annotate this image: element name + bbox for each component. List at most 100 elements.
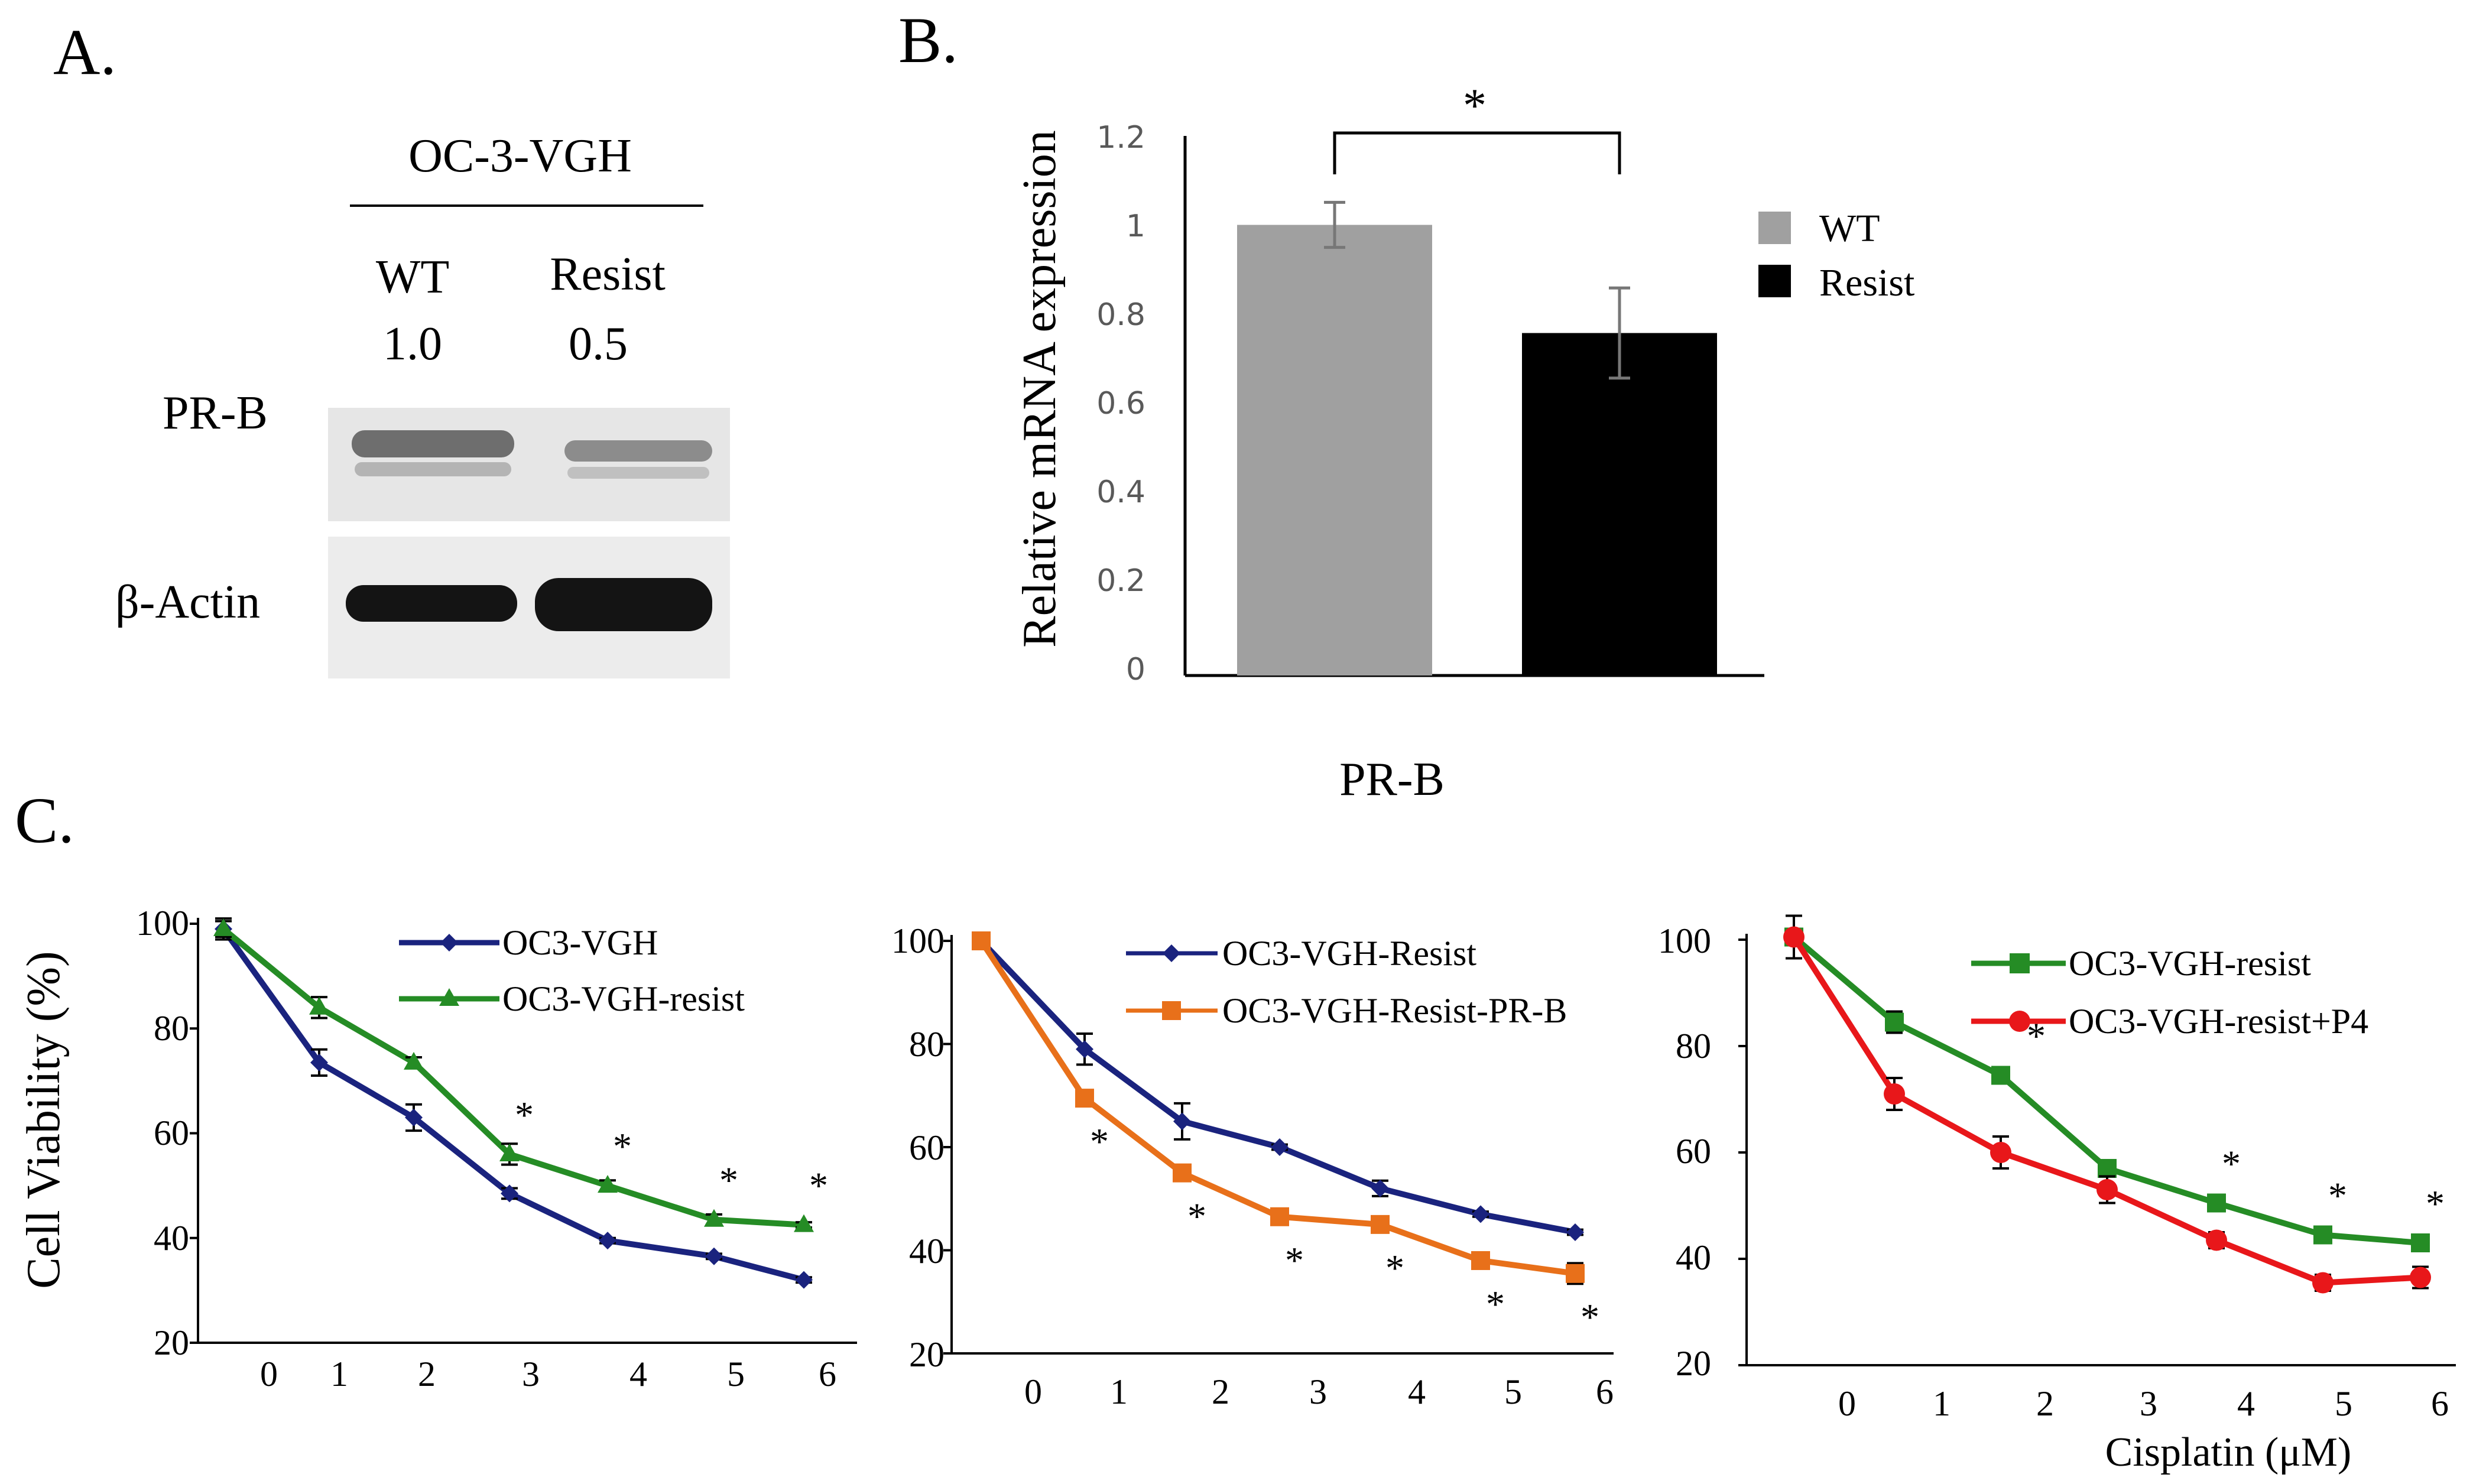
blot-header: OC-3-VGH [408, 130, 632, 182]
point-diamond [1472, 1205, 1489, 1223]
c1-ytick: 80 [154, 1009, 189, 1048]
point-square [1270, 1207, 1289, 1226]
c2-ytick-labels: 20 40 60 80 100 [891, 921, 945, 1374]
c1-xtick: 1 [330, 1355, 348, 1394]
legend-label-oc3-vgh-resist-prb: OC3-VGH-Resist-PR-B [1222, 991, 1567, 1030]
legend-label-oc3-vgh: OC3-VGH [502, 923, 658, 962]
c2-ytick: 80 [909, 1025, 945, 1064]
point-diamond [705, 1247, 723, 1265]
point-triangle [598, 1175, 618, 1193]
line-chart-c1: Cell Viability (%) 20 40 60 80 100 0 1 2… [18, 904, 836, 1394]
point-triangle [704, 1209, 724, 1227]
point-square [2098, 1159, 2117, 1178]
point-square [1885, 1012, 1904, 1032]
significance-star: * [613, 1125, 632, 1167]
significance-star: * [2328, 1175, 2347, 1217]
c1-xtick: 6 [819, 1355, 836, 1394]
bar-b-ytick-labels: 0 0.2 0.4 0.6 0.8 1 1.2 [1096, 120, 1145, 687]
band-actin-wt [346, 585, 517, 622]
point-circle [2096, 1179, 2118, 1200]
c2-xtick: 4 [1408, 1372, 1426, 1411]
row-label-actin: β-Actin [115, 576, 260, 628]
c2-ytick: 60 [909, 1128, 945, 1167]
significance-star: * [719, 1160, 738, 1202]
significance-star: * [1385, 1247, 1404, 1289]
c1-xtick: 0 [260, 1355, 278, 1394]
band-prb-resist [564, 440, 712, 462]
point-square [2207, 1193, 2226, 1213]
c3-xtick: 0 [1838, 1384, 1856, 1423]
legend-swatch-wt [1758, 212, 1791, 244]
c3-xtick: 6 [2431, 1384, 2449, 1423]
point-diamond [501, 1184, 518, 1203]
point-diamond [599, 1232, 616, 1250]
point-diamond [795, 1271, 813, 1289]
c3-xtick-labels: 0 1 2 3 4 5 6 [1838, 1384, 2449, 1423]
bar-b-bars [1237, 200, 1717, 676]
c1-xtick: 3 [522, 1355, 540, 1394]
c2-xtick-labels: 0 1 2 3 4 5 6 [1024, 1372, 1614, 1411]
point-square [1173, 1163, 1192, 1183]
c1-xtick-labels: 0 1 2 3 4 5 6 [260, 1355, 836, 1394]
c3-xtick: 4 [2237, 1384, 2255, 1423]
legend-label-oc3-vgh-resist: OC3-VGH-resist [2069, 944, 2311, 983]
bar-b-significance-bracket: * [1333, 80, 1621, 174]
point-circle [1990, 1142, 2011, 1163]
c2-xtick: 3 [1309, 1372, 1327, 1411]
point-diamond [1076, 1040, 1093, 1058]
c3-ytick-labels: 20 40 60 80 100 [1658, 921, 1711, 1383]
point-square [1371, 1215, 1390, 1234]
band-prb-resist-lower [567, 467, 709, 479]
point-diamond [1371, 1179, 1389, 1197]
c3-ytick: 40 [1676, 1238, 1711, 1277]
line-charts-plot-areas: * * * * * * * * * * * * * * [190, 914, 2456, 1366]
point-square [1471, 1251, 1490, 1270]
point-circle [1783, 926, 1805, 948]
c2-xtick: 0 [1024, 1372, 1042, 1411]
point-circle [2410, 1267, 2431, 1288]
point-triangle [404, 1051, 424, 1070]
point-diamond [1173, 1112, 1191, 1131]
bar-b-xlabel: PR-B [1339, 754, 1445, 806]
point-triangle [309, 996, 329, 1015]
point-square [972, 931, 991, 950]
c1-ytick: 60 [154, 1113, 189, 1152]
c2-ytick: 100 [891, 921, 945, 960]
line-chart-c2-plot: * * * * * * [943, 931, 1614, 1355]
band-prb-wt [352, 430, 514, 457]
line-chart-c3-plot: * * * * [1738, 914, 2456, 1366]
significance-star: * [1090, 1121, 1109, 1162]
c3-ytick: 20 [1676, 1344, 1711, 1383]
bar-b-legend: WT Resist [1758, 207, 1914, 304]
c1-xtick: 5 [727, 1355, 745, 1394]
c1-xtick: 2 [418, 1355, 436, 1394]
bar-resist [1522, 333, 1717, 676]
significance-star: * [2027, 1015, 2046, 1057]
legend-marker-triangle [439, 988, 459, 1006]
bar-b-ytick: 1.2 [1096, 120, 1145, 155]
c2-legend: OC3-VGH-Resist OC3-VGH-Resist-PR-B [1126, 934, 1567, 1030]
legend-marker-circle [2009, 1011, 2030, 1032]
bar-b-ytick: 0.2 [1096, 563, 1145, 599]
legend-label-oc3-vgh-resist-p4: OC3-VGH-resist+P4 [2069, 1002, 2368, 1041]
panel-label-b: B. [898, 4, 958, 76]
c3-legend: OC3-VGH-resist OC3-VGH-resist+P4 [1971, 944, 2368, 1041]
c3-xlabel: Cisplatin (μM) [2105, 1430, 2352, 1475]
c2-ytick: 40 [909, 1232, 945, 1271]
c3-xtick: 2 [2036, 1384, 2054, 1423]
bar-wt [1237, 225, 1432, 676]
panel-label-a: A. [53, 16, 116, 88]
significance-star: * [1187, 1196, 1206, 1238]
series-line-0 [979, 939, 1576, 1235]
c1-ylabel: Cell Viability (%) [18, 951, 70, 1288]
c2-ytick: 20 [909, 1335, 945, 1374]
point-diamond [1566, 1223, 1584, 1241]
significance-star: * [1580, 1296, 1599, 1338]
point-diamond [1271, 1138, 1289, 1156]
point-square [1991, 1066, 2010, 1085]
c3-xtick: 3 [2140, 1384, 2157, 1423]
line-chart-c1-plot: * * * * [190, 917, 857, 1344]
c1-legend: OC3-VGH OC3-VGH-resist [399, 923, 745, 1018]
c1-ytick: 20 [154, 1323, 189, 1362]
